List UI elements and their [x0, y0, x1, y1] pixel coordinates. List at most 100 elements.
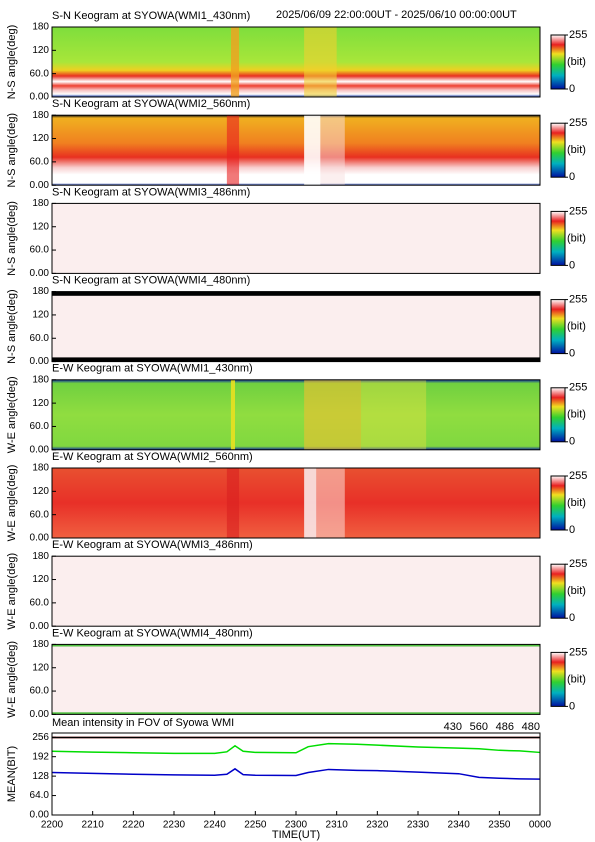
keogram-image	[52, 203, 540, 274]
keogram-image	[52, 115, 540, 186]
legend-label: 480	[522, 721, 540, 733]
y-tick-label: 120	[32, 662, 49, 673]
colorbar	[550, 299, 566, 355]
y-tick-label: 0.00	[30, 444, 50, 455]
y-tick-label: 60.0	[30, 421, 50, 432]
y-tick-label: 180	[32, 286, 49, 297]
keogram-image	[52, 644, 540, 715]
y-tick-label: 180	[32, 22, 49, 33]
keogram-feature	[361, 379, 427, 450]
colorbar	[550, 563, 566, 619]
plot-frame	[51, 202, 541, 274]
header-range: 2025/06/09 22:00:00UT - 2025/06/10 00:00…	[276, 9, 517, 21]
colorbar-unit: (bit)	[567, 232, 586, 244]
y-tick-label: 120	[32, 398, 49, 409]
y-tick-label: 0.00	[30, 92, 50, 103]
x-tick-label: 2200	[41, 820, 64, 831]
panel-title: E-W Keogram at SYOWA(WMI2_560nm)	[52, 451, 253, 463]
x-tick-label: 2350	[488, 820, 511, 831]
panel-title: S-N Keogram at SYOWA(WMI2_560nm)	[52, 98, 250, 110]
y-tick-label: 0.00	[30, 268, 50, 279]
colorbar	[550, 210, 566, 266]
keogram-image	[52, 291, 540, 362]
y-tick-label: 0.00	[30, 356, 50, 367]
x-tick-label: 2230	[163, 820, 186, 831]
y-tick-label: 0.00	[30, 180, 50, 191]
keogram-feature	[52, 644, 540, 647]
y-tick-label: 0.00	[30, 533, 50, 544]
colorbar-tick-label: 255	[569, 294, 587, 306]
colorbar	[550, 34, 566, 90]
chart-title: Mean intensity in FOV of Syowa WMI	[52, 717, 234, 729]
colorbar-tick-label: 0	[569, 348, 575, 360]
x-tick-label: 2240	[204, 820, 227, 831]
panel-title: E-W Keogram at SYOWA(WMI1_430nm)	[52, 363, 253, 375]
y-tick-label: 64.0	[30, 790, 50, 801]
series-line	[51, 767, 541, 780]
keogram-feature	[320, 115, 345, 186]
y-tick-label: 180	[32, 374, 49, 385]
y-axis-label: W-E angle(deg)	[6, 376, 18, 453]
keogram-image	[52, 468, 540, 538]
legend-label: 430	[444, 721, 462, 733]
panel-title: E-W Keogram at SYOWA(WMI4_480nm)	[52, 627, 253, 639]
colorbar-unit: (bit)	[567, 56, 586, 68]
keogram-image	[52, 556, 540, 627]
keogram-feature	[230, 379, 235, 450]
colorbar-unit: (bit)	[567, 497, 586, 509]
keogram-feature	[230, 27, 240, 97]
plot-frame	[51, 643, 541, 715]
y-tick-label: 60.0	[30, 68, 50, 79]
keogram-feature	[304, 468, 317, 538]
colorbar-tick-label: 255	[569, 558, 587, 570]
keogram-feature	[52, 712, 540, 715]
x-tick-label: 2210	[82, 820, 105, 831]
colorbar-tick-label: 0	[569, 436, 575, 448]
y-tick-label: 60.0	[30, 333, 50, 344]
x-tick-label: 2220	[122, 820, 145, 831]
x-tick-label: 2330	[407, 820, 430, 831]
keogram-feature	[226, 115, 240, 186]
y-tick-label: 120	[32, 310, 49, 321]
y-tick-label: 180	[32, 198, 49, 209]
keogram-feature	[52, 291, 540, 296]
colorbar-tick-label: 255	[569, 29, 587, 41]
colorbar	[550, 651, 566, 707]
panel-title: E-W Keogram at SYOWA(WMI3_486nm)	[52, 539, 253, 551]
colorbar-unit: (bit)	[567, 409, 586, 421]
x-tick-label: 2310	[326, 820, 349, 831]
plot-frame	[51, 26, 541, 98]
y-tick-label: 120	[32, 221, 49, 232]
colorbar-tick-label: 255	[569, 205, 587, 217]
legend-label: 560	[470, 721, 488, 733]
y-tick-label: 0.00	[30, 621, 50, 632]
y-tick-label: 0.00	[30, 709, 50, 720]
colorbar-unit: (bit)	[567, 673, 586, 685]
y-axis-label: N-S angle(deg)	[6, 25, 18, 100]
keogram-feature	[304, 379, 362, 450]
colorbar-tick-label: 0	[569, 524, 575, 536]
colorbar	[550, 475, 566, 531]
colorbar-tick-label: 255	[569, 382, 587, 394]
x-axis-label: TIME(UT)	[272, 829, 320, 841]
y-tick-label: 0.00	[30, 810, 50, 821]
y-axis-label: N-S angle(deg)	[6, 201, 18, 276]
colorbar	[550, 122, 566, 178]
colorbar-tick-label: 0	[569, 171, 575, 183]
plot-frame	[51, 291, 541, 363]
colorbar-tick-label: 0	[569, 700, 575, 712]
y-axis-label: N-S angle(deg)	[6, 113, 18, 188]
y-tick-label: 60.0	[30, 509, 50, 520]
y-tick-label: 128	[32, 771, 49, 782]
y-tick-label: 60.0	[30, 157, 50, 168]
keogram-feature	[316, 468, 345, 538]
y-axis-label: MEAN(BIT)	[6, 746, 18, 802]
colorbar	[550, 387, 566, 443]
y-tick-label: 60.0	[30, 598, 50, 609]
x-tick-label: 2320	[366, 820, 389, 831]
keogram-image	[52, 27, 540, 97]
keogram-image	[52, 379, 540, 450]
plot-frame	[51, 732, 541, 816]
keogram-feature	[304, 27, 337, 97]
